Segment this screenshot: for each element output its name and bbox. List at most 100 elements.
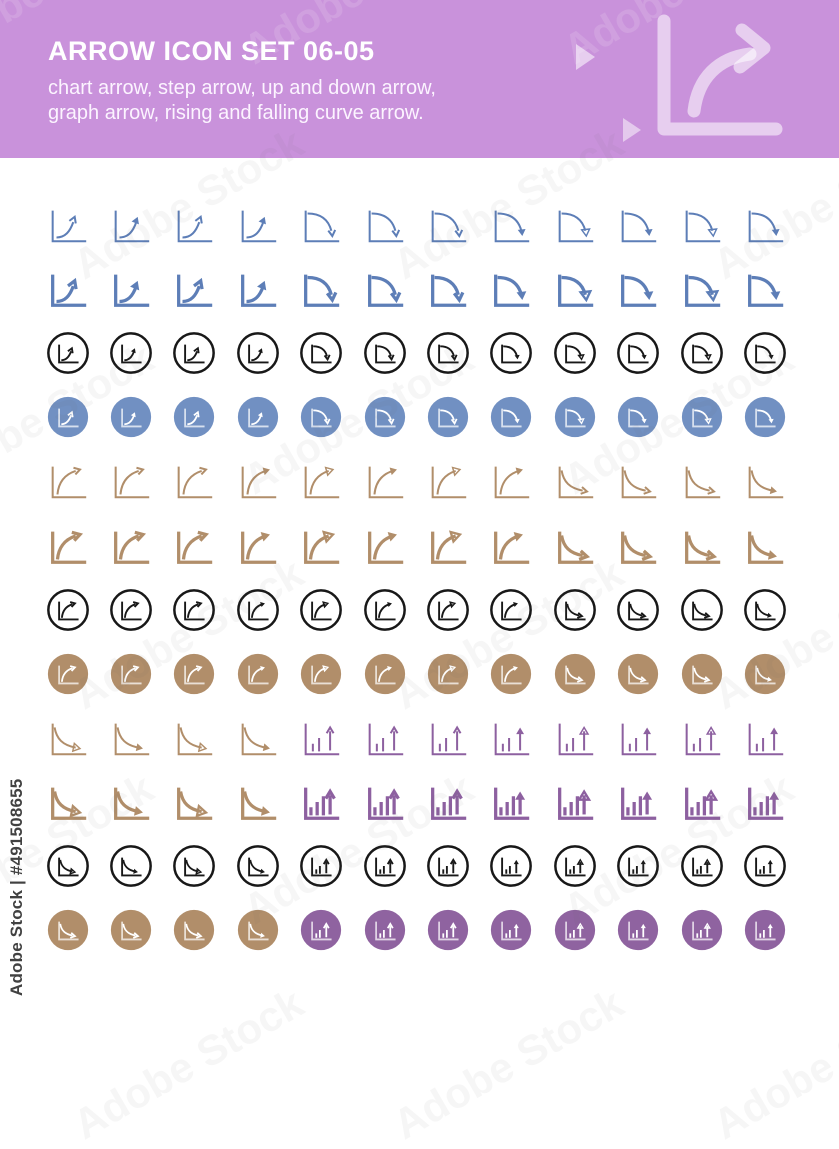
chart-falling-arrow-icon (290, 385, 353, 449)
graph-falling-arrow-icon (543, 578, 606, 642)
graph-falling-arrow-icon (607, 642, 670, 706)
bar-chart-rising-arrow-icon (416, 898, 479, 962)
chart-falling-arrow-icon (733, 321, 796, 385)
bar-chart-rising-arrow-icon (290, 898, 353, 962)
chart-falling-arrow-icon (733, 257, 796, 321)
bar-chart-rising-arrow-icon (416, 834, 479, 898)
chart-rising-arrow-icon (99, 193, 162, 257)
graph-rising-arrow-icon (226, 642, 289, 706)
graph-rising-arrow-icon (480, 642, 543, 706)
chart-rising-arrow-icon (163, 385, 226, 449)
graph-falling-arrow-icon (543, 449, 606, 513)
chart-falling-arrow-icon (607, 257, 670, 321)
page-subtitle-line1: chart arrow, step arrow, up and down arr… (48, 77, 436, 99)
chart-falling-arrow-icon (416, 257, 479, 321)
graph-rising-arrow-icon (480, 578, 543, 642)
chart-falling-arrow-icon (543, 257, 606, 321)
graph-falling-arrow-icon (163, 706, 226, 770)
graph-falling-arrow-icon (99, 898, 162, 962)
bar-chart-rising-arrow-icon (480, 898, 543, 962)
chart-rising-arrow-icon (36, 385, 99, 449)
graph-falling-arrow-icon (99, 706, 162, 770)
chart-falling-arrow-icon (733, 193, 796, 257)
graph-rising-arrow-icon (416, 513, 479, 577)
graph-falling-arrow-icon (670, 642, 733, 706)
graph-rising-arrow-icon (353, 578, 416, 642)
graph-rising-arrow-icon (353, 513, 416, 577)
graph-falling-arrow-icon (226, 770, 289, 834)
bar-chart-rising-arrow-icon (670, 706, 733, 770)
chart-falling-arrow-icon (607, 385, 670, 449)
graph-rising-arrow-icon (290, 578, 353, 642)
bar-chart-rising-arrow-icon (607, 898, 670, 962)
graph-rising-arrow-icon (36, 578, 99, 642)
bar-chart-rising-arrow-icon (416, 770, 479, 834)
chart-rising-arrow-icon (99, 321, 162, 385)
graph-rising-arrow-icon (99, 513, 162, 577)
adobe-stock-watermark: Adobe Stock (65, 979, 312, 1149)
chart-falling-arrow-icon (543, 321, 606, 385)
chart-falling-arrow-icon (480, 385, 543, 449)
bar-chart-rising-arrow-icon (733, 898, 796, 962)
bar-chart-rising-arrow-icon (480, 706, 543, 770)
bar-chart-rising-arrow-icon (733, 834, 796, 898)
bar-chart-rising-arrow-icon (607, 834, 670, 898)
page-subtitle: chart arrow, step arrow, up and down arr… (48, 76, 436, 126)
graph-rising-arrow-icon (290, 449, 353, 513)
graph-falling-arrow-icon (733, 578, 796, 642)
graph-falling-arrow-icon (670, 449, 733, 513)
chart-falling-arrow-icon (480, 193, 543, 257)
bar-chart-rising-arrow-icon (353, 834, 416, 898)
graph-rising-arrow-icon (290, 513, 353, 577)
chart-falling-arrow-icon (290, 321, 353, 385)
chart-falling-arrow-icon (353, 321, 416, 385)
graph-rising-arrow-icon (480, 449, 543, 513)
graph-falling-arrow-icon (226, 706, 289, 770)
graph-falling-arrow-icon (36, 770, 99, 834)
chart-falling-arrow-icon (353, 385, 416, 449)
graph-falling-arrow-icon (36, 706, 99, 770)
bar-chart-rising-arrow-icon (290, 770, 353, 834)
graph-falling-arrow-icon (36, 898, 99, 962)
graph-rising-arrow-icon (163, 513, 226, 577)
chart-rising-arrow-icon (226, 385, 289, 449)
bar-chart-rising-arrow-icon (543, 706, 606, 770)
chart-falling-arrow-icon (416, 385, 479, 449)
bar-chart-rising-arrow-icon (290, 706, 353, 770)
chart-falling-arrow-icon (543, 385, 606, 449)
play-triangle-icon (623, 118, 641, 142)
bar-chart-rising-arrow-icon (670, 834, 733, 898)
graph-falling-arrow-icon (543, 642, 606, 706)
bar-chart-rising-arrow-icon (543, 898, 606, 962)
graph-rising-arrow-icon (99, 642, 162, 706)
bar-chart-rising-arrow-icon (480, 770, 543, 834)
chart-rising-arrow-icon (99, 385, 162, 449)
chart-falling-arrow-icon (670, 385, 733, 449)
page-title: ARROW ICON SET 06-05 (48, 36, 375, 66)
chart-rising-arrow-icon (163, 257, 226, 321)
graph-rising-arrow-icon (163, 642, 226, 706)
page-subtitle-line2: graph arrow, rising and falling curve ar… (48, 102, 424, 124)
chart-rising-arrow-icon (163, 321, 226, 385)
adobe-stock-watermark: Adobe Stock (385, 979, 632, 1149)
graph-rising-arrow-icon (416, 449, 479, 513)
chart-falling-arrow-icon (733, 385, 796, 449)
graph-falling-arrow-icon (226, 898, 289, 962)
play-triangle-icon (576, 44, 595, 70)
graph-rising-arrow-icon (163, 578, 226, 642)
graph-rising-arrow-icon (353, 449, 416, 513)
bar-chart-rising-arrow-icon (607, 706, 670, 770)
graph-rising-arrow-icon (480, 513, 543, 577)
graph-falling-arrow-icon (670, 513, 733, 577)
chart-rising-arrow-icon (99, 257, 162, 321)
bar-chart-rising-arrow-icon (353, 770, 416, 834)
bar-chart-rising-arrow-icon (353, 898, 416, 962)
bar-chart-rising-arrow-icon (543, 834, 606, 898)
bar-chart-rising-arrow-icon (733, 770, 796, 834)
graph-rising-arrow-icon (36, 642, 99, 706)
chart-rising-arrow-icon (36, 321, 99, 385)
chart-falling-arrow-icon (353, 193, 416, 257)
graph-falling-arrow-icon (36, 834, 99, 898)
graph-rising-arrow-icon (226, 578, 289, 642)
adobe-stock-watermark: Adobe Stock (705, 979, 839, 1149)
